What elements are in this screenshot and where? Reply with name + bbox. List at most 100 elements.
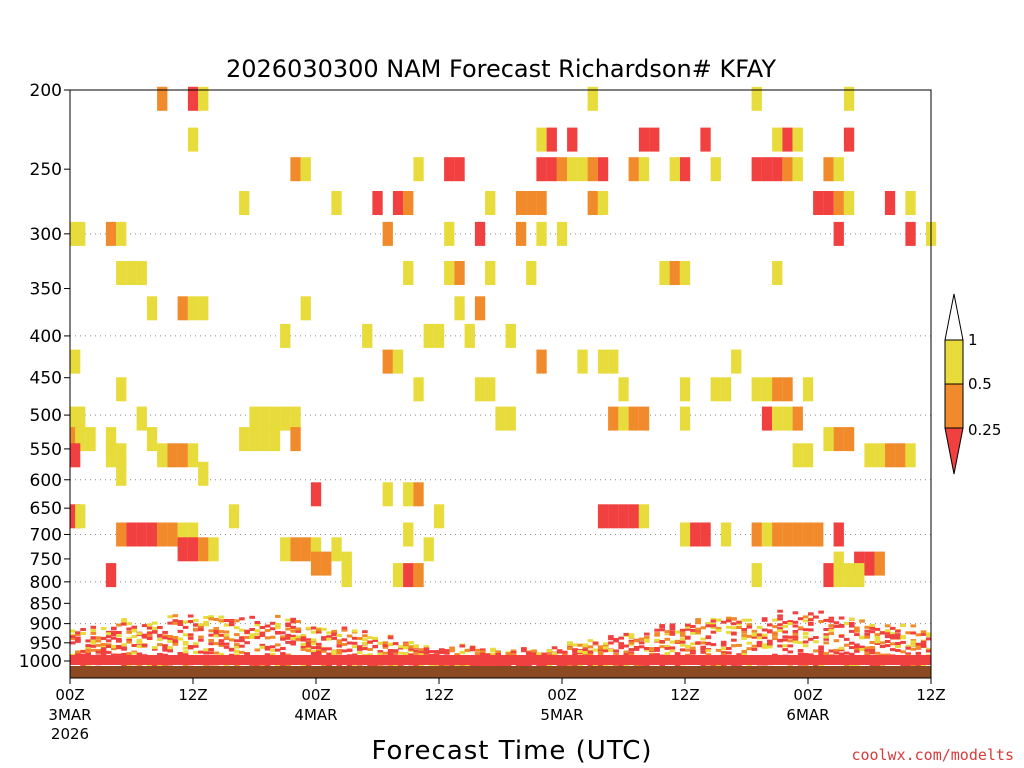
surface-cell [310,652,317,655]
surface-cell [264,629,271,632]
surface-cell [136,644,143,648]
surface-cell [792,611,799,615]
surface-cell [310,630,317,634]
surface-cell [469,663,476,667]
surface-cell [377,641,384,645]
surface-cell [480,652,486,656]
surface-cell [85,645,91,649]
heatmap-cell [413,563,424,588]
x-tick-label: 00Z [793,686,822,704]
heatmap-cell [782,377,793,402]
surface-cell [879,641,886,645]
surface-cell [208,615,214,619]
y-tick-label: 600 [30,471,62,491]
surface-cell [249,628,255,631]
heatmap-cell [177,522,188,547]
surface-cell [444,649,450,653]
surface-cell [198,628,204,632]
surface-cell [777,617,783,621]
surface-cell [869,664,876,668]
heatmap-cell [751,157,762,182]
surface-cell [736,643,742,647]
surface-cell [75,650,81,654]
surface-cell [843,643,850,647]
y-tick-label: 650 [30,499,62,519]
surface-cell [182,653,189,657]
surface-cell [772,633,778,637]
surface-cell [208,648,214,652]
heatmap-cell [177,296,188,321]
surface-cell [797,641,804,645]
surface-cell [823,618,829,622]
surface-cell [746,623,753,627]
surface-cell [398,664,404,668]
surface-cell [710,630,717,634]
heatmap-cell [413,377,424,402]
heatmap-cell [679,522,691,547]
heatmap-cell [464,323,475,348]
surface-cell [715,648,722,652]
surface-cell [567,647,573,650]
surface-cell [105,632,112,636]
surface-cell [239,628,245,632]
surface-cell [116,638,122,641]
surface-cell [531,652,537,656]
heatmap-cell [515,221,527,246]
surface-cell [249,636,255,639]
surface-cell [341,626,348,630]
heatmap-cell [536,349,547,374]
surface-cell [336,633,343,637]
heatmap-cell [249,427,260,452]
surface-cell [234,626,240,630]
surface-cell [321,647,327,651]
surface-cell [454,653,460,657]
surface-cell [638,641,645,645]
surface-cell [131,629,138,633]
surface-cell [659,640,665,643]
surface-cell [726,617,732,621]
surface-cell [633,647,640,651]
y-tick-label: 900 [30,615,62,635]
surface-cell [802,635,809,639]
surface-cell [777,638,783,642]
surface-cell [131,644,138,647]
surface-cell [131,625,138,629]
surface-cell [587,652,594,656]
surface-cell [787,635,794,639]
surface-cell [326,647,332,651]
surface-cell [111,630,117,634]
surface-cell [331,636,337,640]
heatmap-cell [413,482,424,507]
surface-cell [264,636,271,640]
heatmap-cell [444,261,455,285]
heatmap-cell [679,157,691,182]
surface-cell [731,638,737,642]
heatmap-cell [269,427,281,452]
surface-cell [111,636,117,640]
surface-cell [398,645,404,649]
heatmap-cell [136,522,147,547]
surface-cell [859,645,865,649]
surface-cell [418,648,425,652]
y-tick-label: 1000 [19,652,62,672]
heatmap-cell [792,443,803,468]
surface-cell [403,642,409,646]
credit-link[interactable]: coolwx.com/modelts [851,746,1014,764]
surface-cell [439,651,445,655]
y-tick-label: 750 [30,550,62,570]
x-tick-label: 00Z [55,686,84,704]
surface-cell [638,637,645,641]
surface-cell [295,627,302,631]
heatmap-cell [331,191,342,215]
surface-cell [895,633,901,637]
heatmap-cell [772,157,783,182]
surface-cell [823,633,829,637]
surface-cell [351,636,358,640]
heatmap-cell [485,261,496,285]
surface-cell [603,649,609,653]
surface-cell [741,653,747,657]
surface-cell [269,635,276,639]
heatmap-cell [116,443,127,468]
heatmap-cell [444,157,455,182]
heatmap-cell [700,522,711,547]
